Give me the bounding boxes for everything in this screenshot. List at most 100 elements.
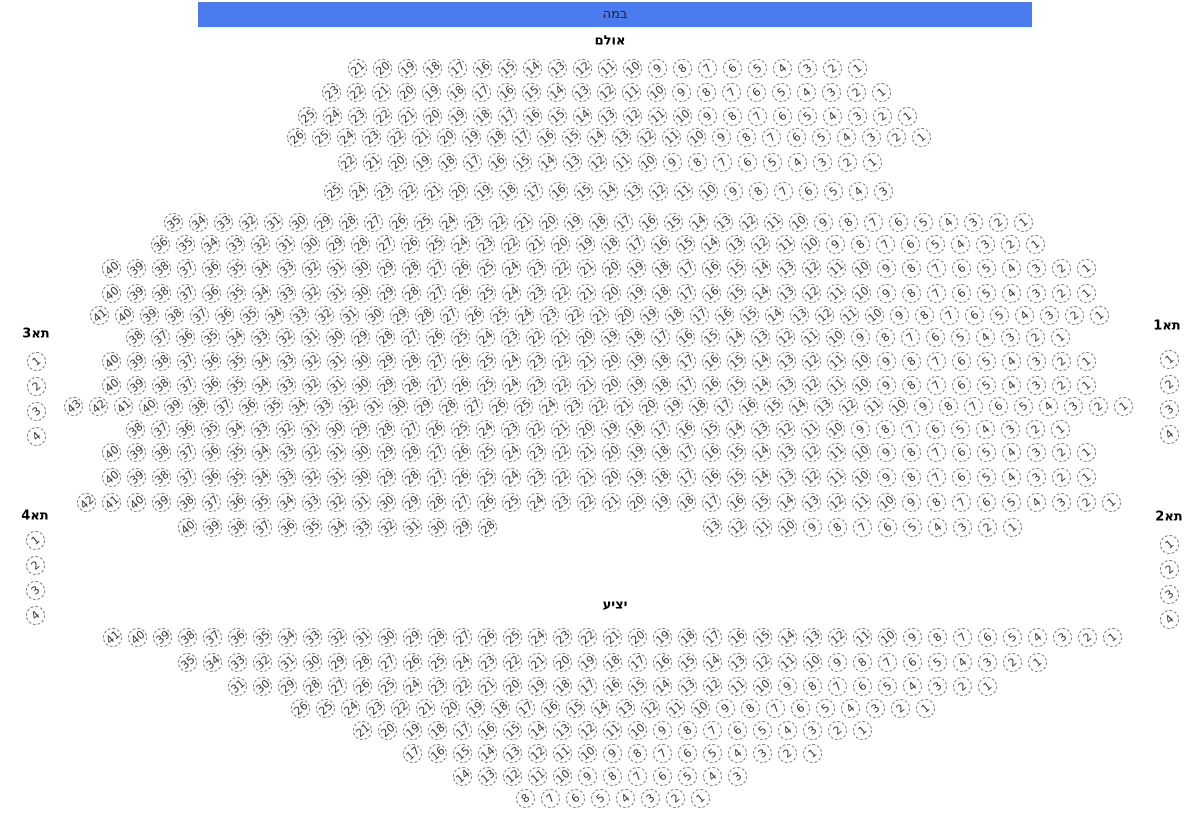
hall-seat[interactable]: 6	[747, 83, 766, 102]
hall-seat[interactable]: 8	[876, 420, 895, 439]
hall-seat[interactable]: 9	[724, 182, 743, 201]
hall-seat[interactable]: 17	[677, 352, 696, 371]
hall-seat[interactable]: 37	[214, 397, 233, 416]
hall-seat[interactable]: 6	[989, 397, 1008, 416]
hall-seat[interactable]: 6	[952, 468, 971, 487]
hall-seat[interactable]: 15	[752, 493, 771, 512]
hall-seat[interactable]: 4	[837, 128, 856, 147]
hall-seat[interactable]: 15	[727, 443, 746, 462]
hall-seat[interactable]: 19	[601, 328, 620, 347]
hall-seat[interactable]: 38	[126, 328, 145, 347]
hall-seat[interactable]: 18	[499, 182, 518, 201]
hall-seat[interactable]: 30	[377, 493, 396, 512]
hall-seat[interactable]: 19	[640, 306, 659, 325]
hall-seat[interactable]: 32	[315, 306, 334, 325]
hall-seat[interactable]: 20	[551, 235, 570, 254]
hall-seat[interactable]: 30	[365, 306, 384, 325]
hall-seat[interactable]: 4	[1002, 259, 1021, 278]
hall-seat[interactable]: 28	[415, 306, 434, 325]
hall-seat[interactable]: 10	[852, 468, 871, 487]
hall-seat[interactable]: 7	[927, 443, 946, 462]
balcony-seat[interactable]: 25	[428, 653, 447, 672]
hall-seat[interactable]: 38	[177, 493, 196, 512]
balcony-seat[interactable]: 4	[1028, 628, 1047, 647]
hall-seat[interactable]: 16	[739, 397, 758, 416]
hall-seat[interactable]: 7	[940, 306, 959, 325]
hall-seat[interactable]: 15	[701, 328, 720, 347]
balcony-seat[interactable]: 21	[528, 653, 547, 672]
box-seat[interactable]: 1	[1160, 350, 1179, 369]
hall-seat[interactable]: 5	[812, 128, 831, 147]
balcony-seat[interactable]: 3	[641, 789, 660, 808]
hall-seat[interactable]: 25	[324, 182, 343, 201]
balcony-seat[interactable]: 5	[816, 699, 835, 718]
hall-seat[interactable]: 27	[401, 328, 420, 347]
hall-seat[interactable]: 28	[402, 259, 421, 278]
hall-seat[interactable]: 22	[552, 376, 571, 395]
hall-seat[interactable]: 39	[127, 468, 146, 487]
hall-seat[interactable]: 22	[526, 420, 545, 439]
hall-seat[interactable]: 32	[302, 443, 321, 462]
balcony-seat[interactable]: 27	[453, 628, 472, 647]
hall-seat[interactable]: 33	[353, 518, 372, 537]
hall-seat[interactable]: 33	[314, 397, 333, 416]
hall-seat[interactable]: 8	[939, 397, 958, 416]
hall-seat[interactable]: 24	[439, 213, 458, 232]
hall-seat[interactable]: 7	[853, 518, 872, 537]
balcony-seat[interactable]: 18	[603, 653, 622, 672]
hall-seat[interactable]: 1	[898, 107, 917, 126]
hall-seat[interactable]: 6	[799, 182, 818, 201]
hall-seat[interactable]: 13	[777, 443, 796, 462]
hall-seat[interactable]: 7	[876, 235, 895, 254]
hall-seat[interactable]: 34	[265, 306, 284, 325]
hall-seat[interactable]: 10	[647, 83, 666, 102]
hall-seat[interactable]: 18	[652, 284, 671, 303]
balcony-seat[interactable]: 22	[453, 677, 472, 696]
hall-seat[interactable]: 17	[448, 59, 467, 78]
balcony-seat[interactable]: 41	[103, 628, 122, 647]
hall-seat[interactable]: 12	[827, 493, 846, 512]
hall-seat[interactable]: 31	[301, 420, 320, 439]
hall-seat[interactable]: 17	[714, 397, 733, 416]
hall-seat[interactable]: 26	[452, 443, 471, 462]
hall-seat[interactable]: 18	[652, 352, 671, 371]
balcony-seat[interactable]: 14	[778, 628, 797, 647]
balcony-seat[interactable]: 26	[403, 653, 422, 672]
hall-seat[interactable]: 41	[90, 306, 109, 325]
hall-seat[interactable]: 32	[302, 468, 321, 487]
box-seat[interactable]: 2	[27, 377, 46, 396]
balcony-seat[interactable]: 13	[553, 721, 572, 740]
hall-seat[interactable]: 30	[352, 284, 371, 303]
balcony-seat[interactable]: 2	[953, 677, 972, 696]
hall-seat[interactable]: 5	[977, 284, 996, 303]
hall-seat[interactable]: 32	[251, 235, 270, 254]
balcony-seat[interactable]: 11	[853, 628, 872, 647]
hall-seat[interactable]: 17	[524, 182, 543, 201]
balcony-seat[interactable]: 29	[403, 628, 422, 647]
balcony-seat[interactable]: 28	[353, 653, 372, 672]
hall-seat[interactable]: 25	[477, 376, 496, 395]
hall-seat[interactable]: 3	[848, 107, 867, 126]
hall-seat[interactable]: 26	[426, 328, 445, 347]
hall-seat[interactable]: 34	[252, 376, 271, 395]
hall-seat[interactable]: 14	[752, 468, 771, 487]
hall-seat[interactable]: 27	[427, 443, 446, 462]
hall-seat[interactable]: 37	[151, 328, 170, 347]
balcony-seat[interactable]: 9	[653, 721, 672, 740]
hall-seat[interactable]: 21	[577, 259, 596, 278]
hall-seat[interactable]: 4	[1002, 376, 1021, 395]
hall-seat[interactable]: 18	[626, 420, 645, 439]
hall-seat[interactable]: 12	[802, 352, 821, 371]
balcony-seat[interactable]: 7	[541, 789, 560, 808]
balcony-seat[interactable]: 17	[453, 721, 472, 740]
balcony-seat[interactable]: 8	[628, 744, 647, 763]
balcony-seat[interactable]: 4	[616, 789, 635, 808]
hall-seat[interactable]: 12	[802, 376, 821, 395]
hall-seat[interactable]: 14	[701, 235, 720, 254]
hall-seat[interactable]: 26	[452, 284, 471, 303]
balcony-seat[interactable]: 18	[553, 677, 572, 696]
balcony-seat[interactable]: 14	[528, 721, 547, 740]
hall-seat[interactable]: 26	[389, 213, 408, 232]
hall-seat[interactable]: 9	[877, 352, 896, 371]
hall-seat[interactable]: 38	[152, 376, 171, 395]
